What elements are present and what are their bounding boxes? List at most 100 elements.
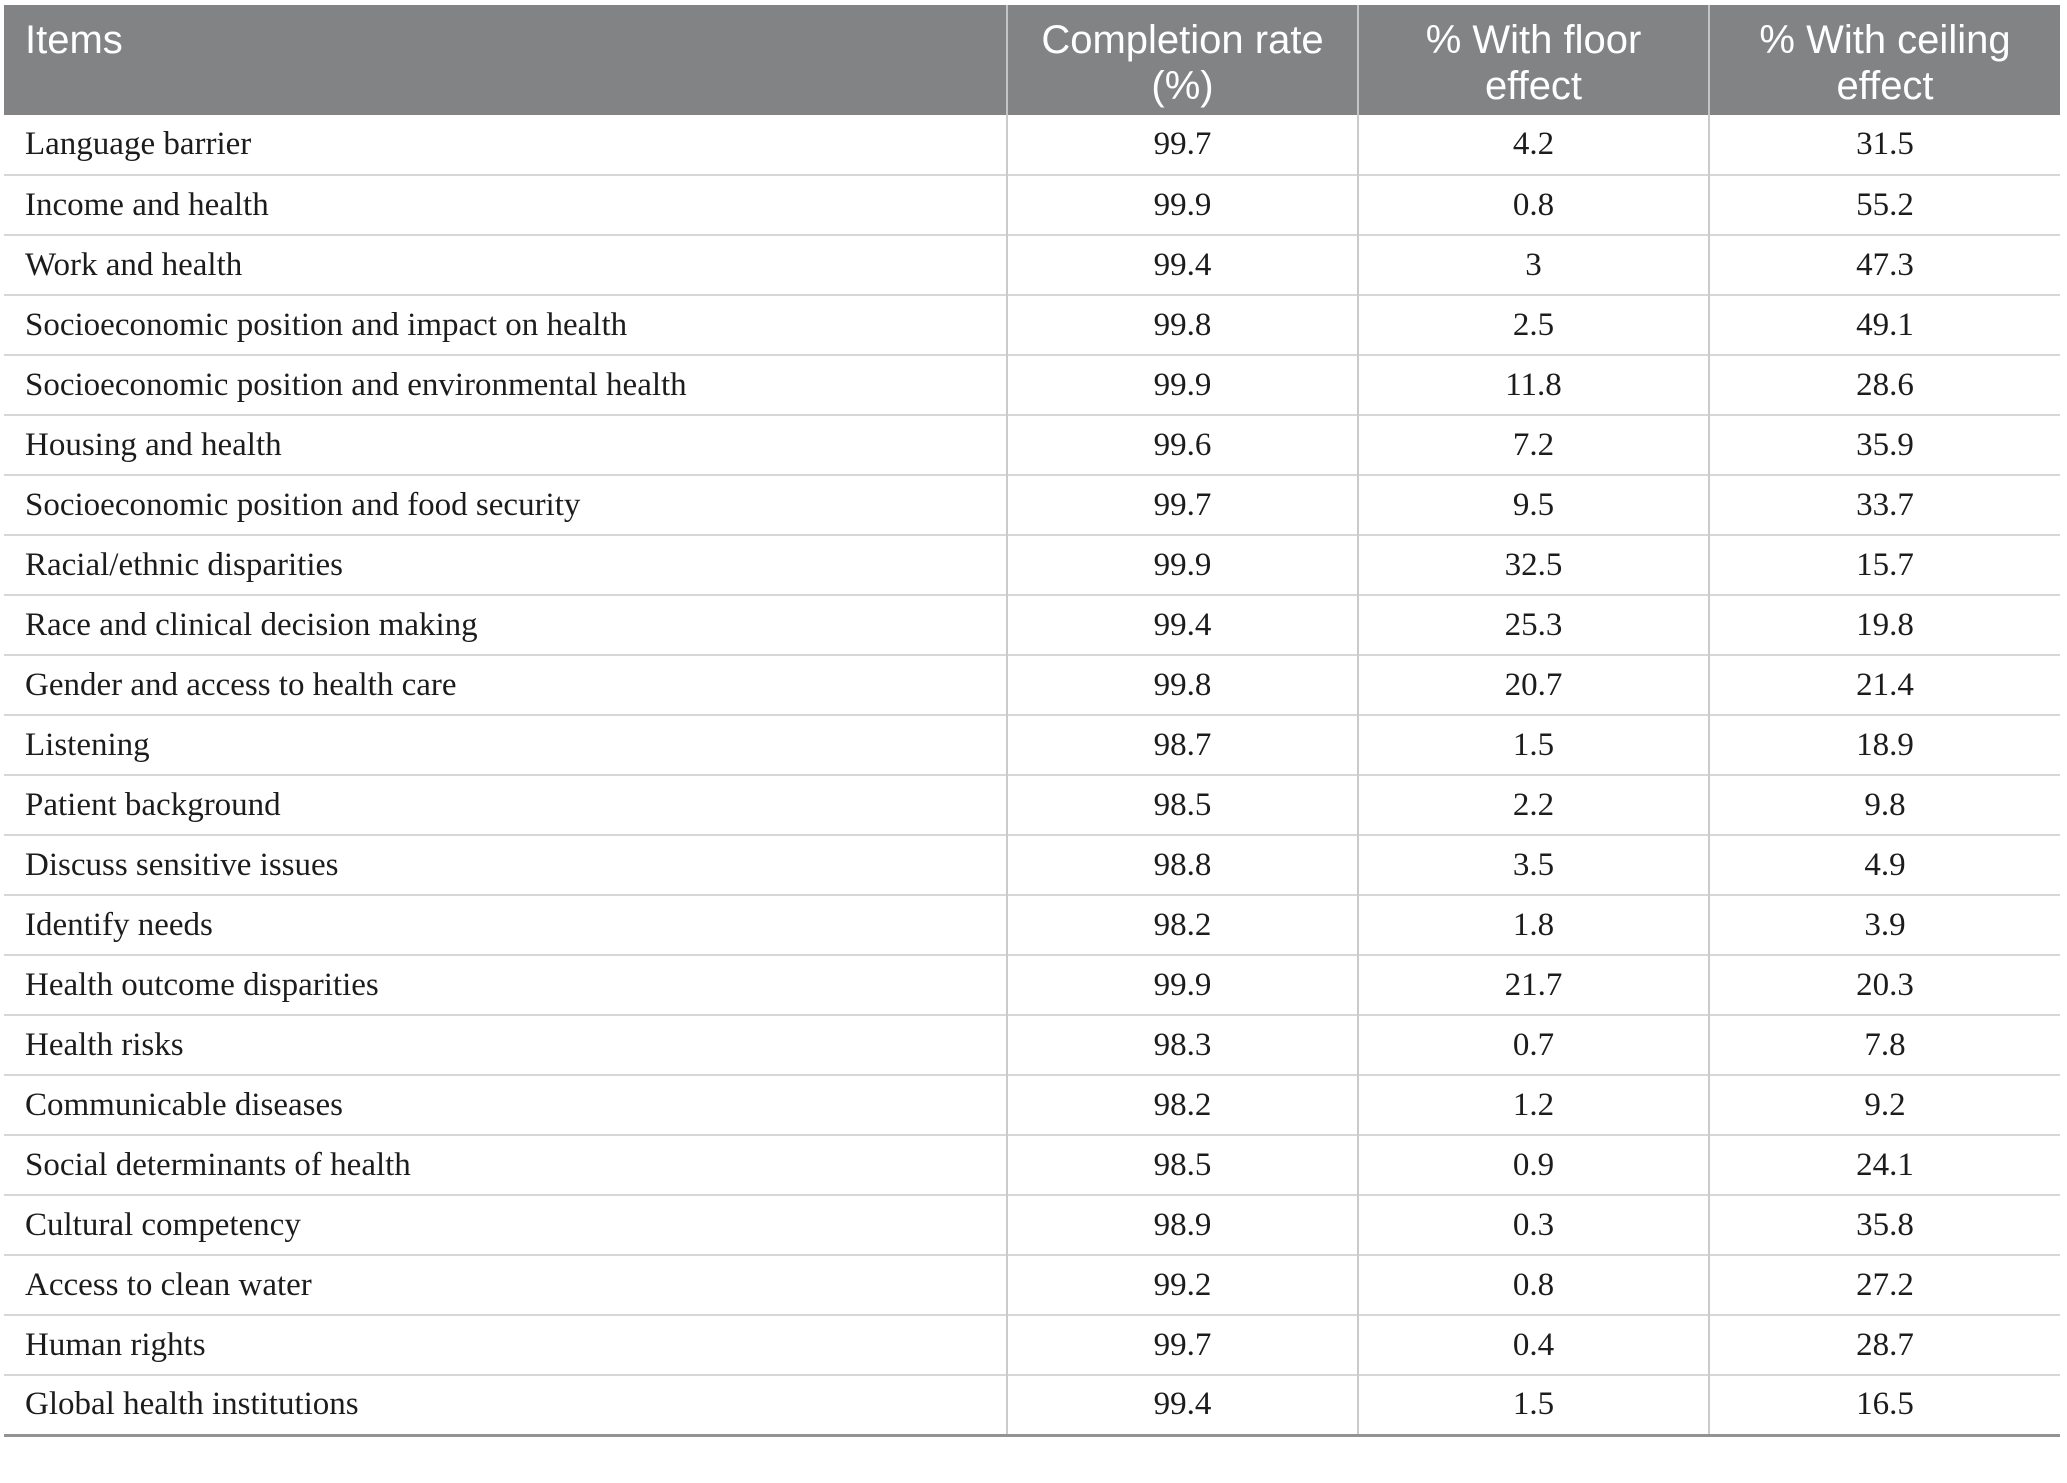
item-cell: Identify needs [4, 894, 1007, 955]
ceiling-effect-cell: 15.7 [1708, 534, 2060, 595]
floor-effect-cell: 1.2 [1357, 1074, 1709, 1135]
completion-rate-cell: 99.4 [1006, 1374, 1358, 1435]
item-cell: Socioeconomic position and food security [4, 474, 1007, 535]
floor-effect-cell: 7.2 [1357, 414, 1709, 475]
table-row: Gender and access to health care 99.8 20.7… [4, 654, 2060, 715]
ceiling-effect-cell: 7.8 [1708, 1014, 2060, 1075]
table-row: Cultural competency 98.9 0.3 35.8 [4, 1194, 2060, 1255]
ceiling-effect-cell: 24.1 [1708, 1134, 2060, 1195]
ceiling-effect-cell: 33.7 [1708, 474, 2060, 535]
floor-effect-cell: 0.4 [1357, 1314, 1709, 1375]
item-cell: Housing and health [4, 414, 1007, 475]
table-row: Race and clinical decision making 99.4 25.… [4, 594, 2060, 655]
ceiling-effect-cell: 47.3 [1708, 234, 2060, 295]
floor-effect-cell: 0.8 [1357, 1254, 1709, 1315]
table-row: Human rights 99.7 0.4 28.7 [4, 1314, 2060, 1375]
item-cell: Health risks [4, 1014, 1007, 1075]
completion-rate-cell: 99.7 [1006, 474, 1358, 535]
completion-rate-cell: 98.5 [1006, 774, 1358, 835]
floor-effect-cell: 9.5 [1357, 474, 1709, 535]
ceiling-effect-cell: 9.8 [1708, 774, 2060, 835]
completion-rate-cell: 98.5 [1006, 1134, 1358, 1195]
completion-rate-cell: 99.8 [1006, 294, 1358, 355]
item-cell: Work and health [4, 234, 1007, 295]
completion-rate-cell: 99.9 [1006, 954, 1358, 1015]
ceiling-effect-cell: 3.9 [1708, 894, 2060, 955]
floor-effect-cell: 20.7 [1357, 654, 1709, 715]
ceiling-effect-cell: 9.2 [1708, 1074, 2060, 1135]
completion-rate-cell: 99.9 [1006, 174, 1358, 235]
floor-effect-cell: 3 [1357, 234, 1709, 295]
table-row: Patient background 98.5 2.2 9.8 [4, 774, 2060, 835]
column-header-completion-rate: Completion rate (%) [1006, 5, 1358, 115]
table-row: Access to clean water 99.2 0.8 27.2 [4, 1254, 2060, 1315]
table-row: Language barrier 99.7 4.2 31.5 [4, 115, 2060, 175]
floor-effect-cell: 1.5 [1357, 714, 1709, 775]
item-cell: Health outcome disparities [4, 954, 1007, 1015]
table-row: Identify needs 98.2 1.8 3.9 [4, 894, 2060, 955]
item-cell: Racial/ethnic disparities [4, 534, 1007, 595]
column-header-floor-effect: % With floor effect [1357, 5, 1709, 115]
ceiling-effect-cell: 20.3 [1708, 954, 2060, 1015]
floor-ceiling-effects-table: Items Completion rate (%) % With floor e… [4, 5, 2060, 1437]
table-header-row: Items Completion rate (%) % With floor e… [4, 5, 2060, 115]
completion-rate-cell: 98.3 [1006, 1014, 1358, 1075]
item-cell: Discuss sensitive issues [4, 834, 1007, 895]
ceiling-effect-cell: 28.6 [1708, 354, 2060, 415]
table-body: Language barrier 99.7 4.2 31.5 Income and he… [4, 115, 2060, 1435]
table-row: Health risks 98.3 0.7 7.8 [4, 1014, 2060, 1075]
completion-rate-cell: 99.7 [1006, 115, 1358, 175]
floor-effect-cell: 0.9 [1357, 1134, 1709, 1195]
item-cell: Patient background [4, 774, 1007, 835]
ceiling-effect-cell: 28.7 [1708, 1314, 2060, 1375]
table-row: Income and health 99.9 0.8 55.2 [4, 174, 2060, 235]
completion-rate-cell: 99.2 [1006, 1254, 1358, 1315]
item-cell: Gender and access to health care [4, 654, 1007, 715]
table-row: Socioeconomic position and food security… [4, 474, 2060, 535]
column-header-ceiling-effect: % With ceiling effect [1708, 5, 2060, 115]
table-row: Communicable diseases 98.2 1.2 9.2 [4, 1074, 2060, 1135]
ceiling-effect-cell: 4.9 [1708, 834, 2060, 895]
completion-rate-cell: 99.4 [1006, 594, 1358, 655]
ceiling-effect-cell: 35.9 [1708, 414, 2060, 475]
item-cell: Socioeconomic position and impact on hea… [4, 294, 1007, 355]
item-cell: Listening [4, 714, 1007, 775]
ceiling-effect-cell: 35.8 [1708, 1194, 2060, 1255]
floor-effect-cell: 2.2 [1357, 774, 1709, 835]
floor-effect-cell: 2.5 [1357, 294, 1709, 355]
ceiling-effect-cell: 31.5 [1708, 115, 2060, 175]
completion-rate-cell: 98.2 [1006, 1074, 1358, 1135]
table-row: Discuss sensitive issues 98.8 3.5 4.9 [4, 834, 2060, 895]
item-cell: Global health institutions [4, 1374, 1007, 1435]
ceiling-effect-cell: 27.2 [1708, 1254, 2060, 1315]
item-cell: Race and clinical decision making [4, 594, 1007, 655]
completion-rate-cell: 98.9 [1006, 1194, 1358, 1255]
floor-effect-cell: 11.8 [1357, 354, 1709, 415]
ceiling-effect-cell: 21.4 [1708, 654, 2060, 715]
item-cell: Income and health [4, 174, 1007, 235]
floor-effect-cell: 25.3 [1357, 594, 1709, 655]
floor-effect-cell: 0.7 [1357, 1014, 1709, 1075]
table-row: Work and health 99.4 3 47.3 [4, 234, 2060, 295]
completion-rate-cell: 99.8 [1006, 654, 1358, 715]
table-row: Health outcome disparities 99.9 21.7 20.3 [4, 954, 2060, 1015]
ceiling-effect-cell: 16.5 [1708, 1374, 2060, 1435]
floor-effect-cell: 21.7 [1357, 954, 1709, 1015]
floor-effect-cell: 0.3 [1357, 1194, 1709, 1255]
table-figure: Items Completion rate (%) % With floor e… [4, 5, 2060, 1437]
item-cell: Language barrier [25, 126, 252, 162]
item-cell: Human rights [4, 1314, 1007, 1375]
completion-rate-cell: 98.8 [1006, 834, 1358, 895]
table-row: Racial/ethnic disparities 99.9 32.5 15.7 [4, 534, 2060, 595]
floor-effect-cell: 1.5 [1357, 1374, 1709, 1435]
item-cell: Socioeconomic position and environmental… [4, 354, 1007, 415]
completion-rate-cell: 99.6 [1006, 414, 1358, 475]
table-row: Socioeconomic position and impact on hea… [4, 294, 2060, 355]
item-cell: Communicable diseases [4, 1074, 1007, 1135]
completion-rate-cell: 99.9 [1006, 354, 1358, 415]
floor-effect-cell: 3.5 [1357, 834, 1709, 895]
ceiling-effect-cell: 19.8 [1708, 594, 2060, 655]
item-cell: Social determinants of health [4, 1134, 1007, 1195]
floor-effect-cell: 4.2 [1357, 115, 1709, 175]
completion-rate-cell: 99.9 [1006, 534, 1358, 595]
